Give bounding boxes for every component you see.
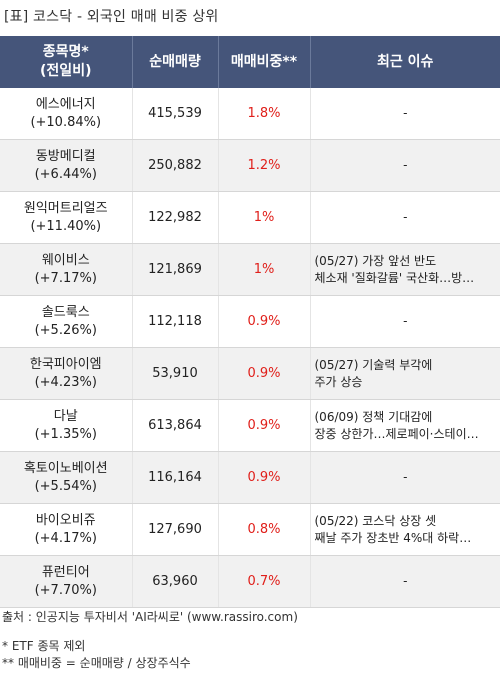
stock-name: 한국피아이엠: [29, 356, 102, 372]
trade-ratio-cell: 1.8%: [218, 88, 311, 140]
recent-issue-cell: -: [310, 139, 500, 192]
stock-name-cell: 웨이비스 (+7.17%): [0, 243, 133, 296]
price-change: (+10.84%): [30, 114, 102, 130]
net-volume-cell: 63,960: [132, 555, 219, 608]
table-header-row: 종목명* (전일비) 순매매량 매매비중** 최근 이슈: [0, 36, 500, 88]
price-change: (+11.40%): [30, 218, 102, 234]
issue-line-1: -: [403, 314, 408, 328]
trade-ratio-cell: 0.7%: [218, 555, 311, 608]
net-volume-cell: 415,539: [132, 88, 219, 140]
stock-name: 혹토이노베이션: [23, 460, 108, 476]
header-net-volume: 순매매량: [132, 36, 219, 88]
issue-line-1: -: [403, 158, 408, 172]
net-volume-cell: 127,690: [132, 503, 219, 556]
issue-line-2: 체소재 '질화갈륨' 국산화…방…: [314, 270, 475, 285]
price-change: (+1.35%): [34, 426, 97, 442]
stock-name-cell: 에스에너지 (+10.84%): [0, 88, 133, 140]
price-change: (+5.26%): [34, 322, 97, 338]
table-row: 혹토이노베이션 (+5.54%) 116,164 0.9% -: [0, 451, 500, 504]
etf-note: * ETF 종목 제외: [2, 639, 86, 653]
issue-line-1: (05/27) 기술력 부각에: [314, 357, 433, 372]
trade-ratio-cell: 1%: [218, 191, 311, 244]
stock-name-cell: 혹토이노베이션 (+5.54%): [0, 451, 133, 504]
table-row: 원익머트리얼즈 (+11.40%) 122,982 1% -: [0, 191, 500, 244]
recent-issue-cell: -: [310, 88, 500, 140]
issue-line-1: (06/09) 정책 기대감에: [314, 409, 433, 424]
issue-line-1: -: [403, 106, 408, 120]
trade-ratio-cell: 1.2%: [218, 139, 311, 192]
trade-ratio-cell: 0.9%: [218, 399, 311, 452]
price-change: (+6.44%): [34, 166, 97, 182]
header-stock-name-line2: (전일비): [40, 63, 92, 79]
table-row: 동방메디컬 (+6.44%) 250,882 1.2% -: [0, 139, 500, 192]
net-volume-cell: 250,882: [132, 139, 219, 192]
net-volume-cell: 613,864: [132, 399, 219, 452]
stock-name: 웨이비스: [41, 252, 90, 268]
header-recent-issue: 최근 이슈: [310, 36, 500, 88]
price-change: (+4.23%): [34, 374, 97, 390]
recent-issue-cell: -: [310, 451, 500, 504]
issue-line-2: 째날 주가 장초반 4%대 하락…: [314, 530, 472, 545]
issue-line-1: -: [403, 210, 408, 224]
trade-ratio-cell: 0.9%: [218, 347, 311, 400]
net-volume-cell: 53,910: [132, 347, 219, 400]
table-row: 에스에너지 (+10.84%) 415,539 1.8% -: [0, 88, 500, 140]
table-row: 바이오비쥬 (+4.17%) 127,690 0.8% (05/22) 코스닥 상장 셋…: [0, 503, 500, 556]
header-trade-ratio: 매매비중**: [218, 36, 311, 88]
trade-ratio-cell: 0.9%: [218, 295, 311, 348]
issue-line-1: (05/27) 가장 앞선 반도: [314, 253, 437, 268]
ratio-definition-note: ** 매매비중 = 순매매량 / 상장주식수: [2, 656, 191, 670]
stock-name-cell: 한국피아이엠 (+4.23%): [0, 347, 133, 400]
recent-issue-cell: -: [310, 191, 500, 244]
stock-name: 솔드룩스: [41, 304, 90, 320]
net-volume-cell: 122,982: [132, 191, 219, 244]
header-stock-name-line1: 종목명*: [42, 44, 89, 60]
table-row: 퓨런티어 (+7.70%) 63,960 0.7% -: [0, 555, 500, 608]
stock-name-cell: 퓨런티어 (+7.70%): [0, 555, 133, 608]
price-change: (+5.54%): [34, 478, 97, 494]
stock-name: 퓨런티어: [41, 564, 90, 580]
issue-line-2: 주가 상승: [314, 374, 363, 389]
stock-name-cell: 솔드룩스 (+5.26%): [0, 295, 133, 348]
stock-name: 동방메디컬: [35, 148, 96, 164]
price-change: (+7.70%): [34, 582, 97, 598]
price-change: (+4.17%): [34, 530, 97, 546]
issue-line-2: 장중 상한가…제로페이·스테이…: [314, 426, 479, 441]
source-note: 출처 : 인공지능 투자비서 'AI라씨로' (www.rassiro.com): [2, 610, 298, 624]
header-stock-name: 종목명* (전일비): [0, 36, 133, 88]
stock-name-cell: 바이오비쥬 (+4.17%): [0, 503, 133, 556]
stock-name-cell: 원익머트리얼즈 (+11.40%): [0, 191, 133, 244]
issue-line-1: -: [403, 470, 408, 484]
price-change: (+7.17%): [34, 270, 97, 286]
page-title: [표] 코스닥 - 외국인 매매 비중 상위: [4, 9, 219, 25]
stock-name-cell: 동방메디컬 (+6.44%): [0, 139, 133, 192]
stock-name: 바이오비쥬: [35, 512, 96, 528]
trade-ratio-cell: 0.8%: [218, 503, 311, 556]
trade-ratio-cell: 0.9%: [218, 451, 311, 504]
stock-name: 다날: [53, 408, 78, 424]
stock-name: 원익머트리얼즈: [23, 200, 108, 216]
stock-name: 에스에너지: [35, 96, 96, 112]
issue-line-1: -: [403, 574, 408, 588]
stock-name-cell: 다날 (+1.35%): [0, 399, 133, 452]
recent-issue-cell: -: [310, 555, 500, 608]
net-volume-cell: 112,118: [132, 295, 219, 348]
trade-ratio-cell: 1%: [218, 243, 311, 296]
table-row: 솔드룩스 (+5.26%) 112,118 0.9% -: [0, 295, 500, 348]
net-volume-cell: 116,164: [132, 451, 219, 504]
net-volume-cell: 121,869: [132, 243, 219, 296]
recent-issue-cell: -: [310, 295, 500, 348]
foreign-trade-table: 종목명* (전일비) 순매매량 매매비중** 최근 이슈 에스에너지 (+10.8…: [0, 36, 500, 608]
issue-line-1: (05/22) 코스닥 상장 셋: [314, 513, 437, 528]
